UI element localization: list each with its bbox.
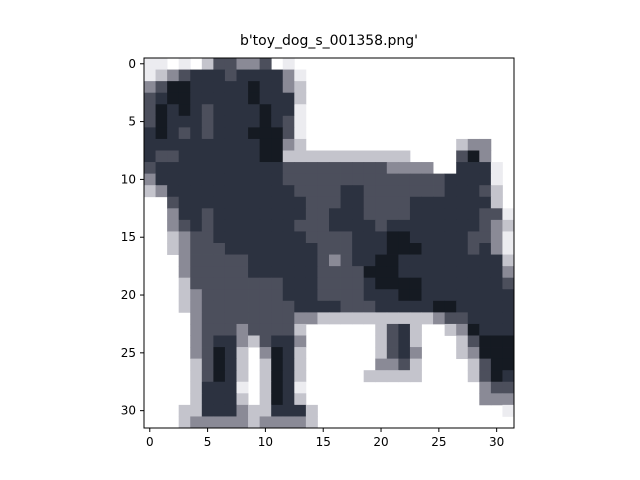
x-tick-label: 30 [489, 435, 504, 449]
dog-image [144, 58, 515, 429]
y-axis: 0 5 10 15 20 25 30 [121, 57, 144, 418]
x-axis: 0 5 10 15 20 25 30 [146, 428, 504, 449]
y-tick-label: 5 [128, 115, 136, 129]
x-tick-label: 10 [258, 435, 273, 449]
x-tick-label: 5 [204, 435, 212, 449]
x-tick-label: 25 [431, 435, 446, 449]
x-tick-label: 0 [146, 435, 154, 449]
y-tick-label: 30 [121, 404, 136, 418]
y-tick-label: 25 [121, 346, 136, 360]
y-tick-label: 0 [128, 57, 136, 71]
plot-title: b'toy_dog_s_001358.png' [239, 33, 419, 49]
y-tick-label: 20 [121, 288, 136, 302]
axes-frame [143, 57, 515, 429]
y-tick-label: 10 [121, 172, 136, 186]
x-tick-label: 15 [316, 435, 331, 449]
x-tick-label: 20 [373, 435, 388, 449]
y-tick-label: 15 [121, 230, 136, 244]
